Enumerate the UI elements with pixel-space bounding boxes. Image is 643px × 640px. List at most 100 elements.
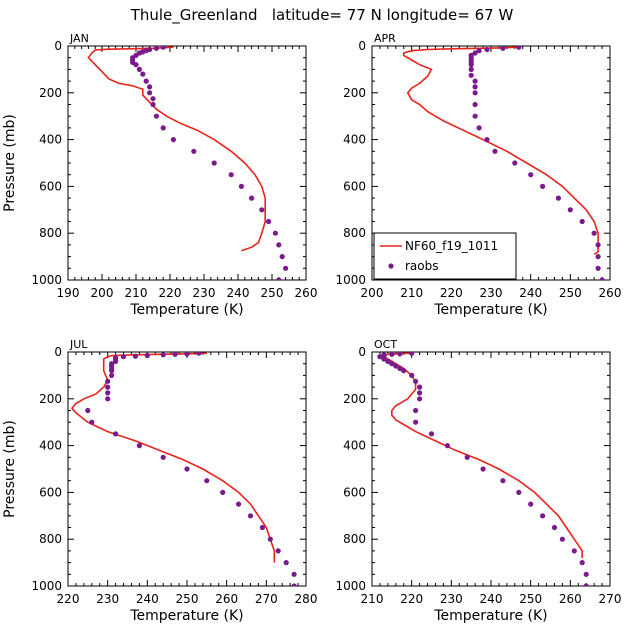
raob-point (559, 536, 566, 542)
raob-point (417, 396, 423, 402)
x-tick-label: 230 (193, 286, 216, 300)
y-axis-label: Pressure (mb) (2, 114, 18, 212)
y-tick-label: 200 (343, 392, 366, 406)
raob-point (140, 71, 146, 77)
panel-oct: 210 220 230 240 250 260 270 0 200 400 600 800 1000 OC… (335, 338, 621, 624)
raob-point (238, 183, 244, 189)
raob-point (389, 352, 395, 357)
raob-point (385, 358, 391, 364)
x-tick-label: 280 (295, 592, 318, 606)
x-axis-label: Temperature (K) (433, 302, 547, 318)
raob-point (136, 66, 142, 72)
raob-point (409, 372, 415, 378)
raob-point (381, 356, 387, 362)
x-tick-label: 240 (227, 286, 250, 300)
raob-point (228, 172, 234, 178)
x-tick-label: 250 (176, 592, 199, 606)
raob-point (567, 207, 573, 213)
raob-point (259, 207, 265, 213)
raob-point (579, 218, 585, 225)
raob-point (184, 352, 190, 357)
model-line (87, 46, 266, 252)
x-tick-label: 240 (480, 592, 503, 606)
raob-point (220, 489, 226, 495)
x-tick-label: 270 (599, 592, 622, 606)
y-tick-label: 400 (343, 439, 366, 453)
raob-point (105, 384, 111, 390)
model-line (402, 46, 599, 255)
raob-point (291, 583, 297, 586)
x-tick-label: 240 (519, 286, 542, 300)
raob-point (417, 384, 423, 390)
raob-point (591, 230, 597, 236)
raob-point (464, 454, 470, 460)
raob-point (276, 277, 282, 280)
x-tick-label: 240 (136, 592, 159, 606)
y-tick-label: 800 (39, 226, 62, 240)
raob-point (172, 352, 178, 357)
raob-point (484, 46, 490, 53)
x-tick-label: 230 (96, 592, 119, 606)
raob-point (153, 113, 159, 119)
raob-point (492, 148, 498, 154)
raob-point (583, 583, 589, 586)
raob-point (595, 265, 601, 271)
y-tick-label: 400 (343, 133, 366, 147)
y-tick-label: 800 (343, 532, 366, 546)
y-tick-label: 200 (343, 86, 366, 100)
raob-point (409, 352, 415, 356)
raob-point (413, 407, 419, 414)
raob-point (389, 361, 395, 367)
panel-title: OCT (374, 338, 397, 351)
raob-point (540, 183, 546, 189)
y-tick-label: 600 (39, 485, 62, 499)
y-tick-label: 1000 (335, 579, 366, 593)
y-tick-label: 200 (39, 392, 62, 406)
y-tick-label: 0 (54, 345, 62, 359)
raob-point (160, 352, 166, 358)
raob-point (160, 46, 166, 50)
panel-title: JAN (69, 32, 89, 45)
plot-frame (67, 45, 307, 281)
raob-point (150, 96, 156, 102)
raob-point (500, 478, 506, 484)
y-tick-label: 400 (39, 439, 62, 453)
raob-point (397, 352, 403, 357)
raob-point (476, 48, 482, 54)
raob-point (468, 62, 474, 68)
x-tick-label: 250 (519, 592, 542, 606)
raob-point (476, 125, 482, 131)
x-tick-label: 200 (91, 286, 114, 300)
x-tick-label: 260 (295, 286, 318, 300)
raob-point (472, 78, 478, 84)
raob-point (599, 277, 605, 280)
raob-point (247, 513, 254, 519)
x-tick-label: 230 (480, 286, 503, 300)
raob-point (147, 90, 153, 96)
raob-point (551, 524, 558, 531)
raob-point (595, 254, 601, 260)
raob-point (85, 407, 91, 414)
raob-point (136, 443, 142, 449)
raob-point (571, 548, 577, 554)
raob-point (279, 254, 285, 260)
raob-point (153, 46, 159, 51)
raob-point (528, 501, 534, 507)
x-tick-label: 220 (400, 592, 423, 606)
raob-point (428, 431, 435, 437)
raob-point (191, 148, 197, 154)
y-tick-label: 600 (343, 485, 366, 499)
raob-point (105, 378, 111, 384)
x-tick-label: 190 (57, 286, 80, 300)
x-tick-label: 220 (57, 592, 80, 606)
raob-point (377, 354, 383, 360)
legend-model-label: NF60_f19_1011 (405, 239, 498, 253)
raob-point (413, 419, 419, 425)
raob-point (291, 571, 297, 577)
y-tick-label: 600 (39, 179, 62, 193)
raob-point (259, 524, 265, 531)
raob-point (516, 489, 522, 495)
panel-apr: 200 210 220 230 240 250 260 0 200 400 600 800 1000 AP… (335, 32, 621, 318)
raob-point (113, 358, 119, 364)
raob-point (283, 560, 289, 566)
